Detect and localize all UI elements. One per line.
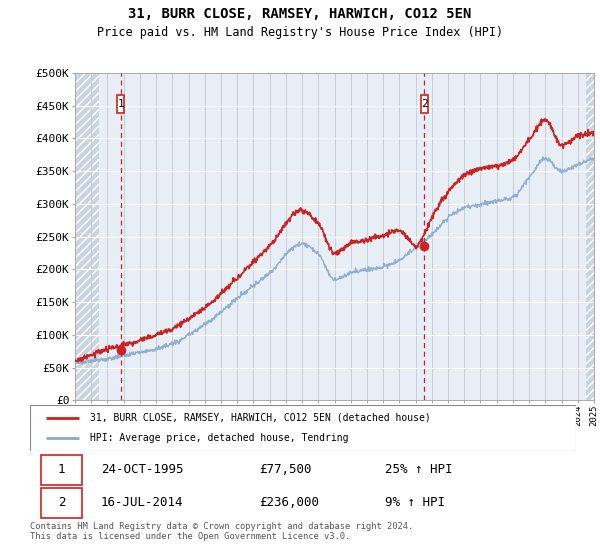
Text: HPI: Average price, detached house, Tendring: HPI: Average price, detached house, Tend… (90, 433, 349, 443)
Text: 1: 1 (58, 463, 65, 476)
Text: Price paid vs. HM Land Registry's House Price Index (HPI): Price paid vs. HM Land Registry's House … (97, 26, 503, 39)
Text: 25% ↑ HPI: 25% ↑ HPI (385, 463, 452, 476)
Bar (41, 488, 82, 518)
Text: Contains HM Land Registry data © Crown copyright and database right 2024.
This d: Contains HM Land Registry data © Crown c… (30, 522, 413, 542)
Text: 2: 2 (421, 99, 428, 109)
Text: £77,500: £77,500 (259, 463, 312, 476)
Bar (41, 455, 82, 486)
Text: 24-OCT-1995: 24-OCT-1995 (101, 463, 184, 476)
Text: 2: 2 (58, 496, 65, 509)
Text: £236,000: £236,000 (259, 496, 319, 509)
Text: 31, BURR CLOSE, RAMSEY, HARWICH, CO12 5EN (detached house): 31, BURR CLOSE, RAMSEY, HARWICH, CO12 5E… (90, 413, 431, 423)
Text: 16-JUL-2014: 16-JUL-2014 (101, 496, 184, 509)
Text: 31, BURR CLOSE, RAMSEY, HARWICH, CO12 5EN: 31, BURR CLOSE, RAMSEY, HARWICH, CO12 5E… (128, 7, 472, 21)
Text: 9% ↑ HPI: 9% ↑ HPI (385, 496, 445, 509)
Bar (118, 95, 124, 114)
Bar (421, 95, 428, 114)
Text: 1: 1 (118, 99, 124, 109)
